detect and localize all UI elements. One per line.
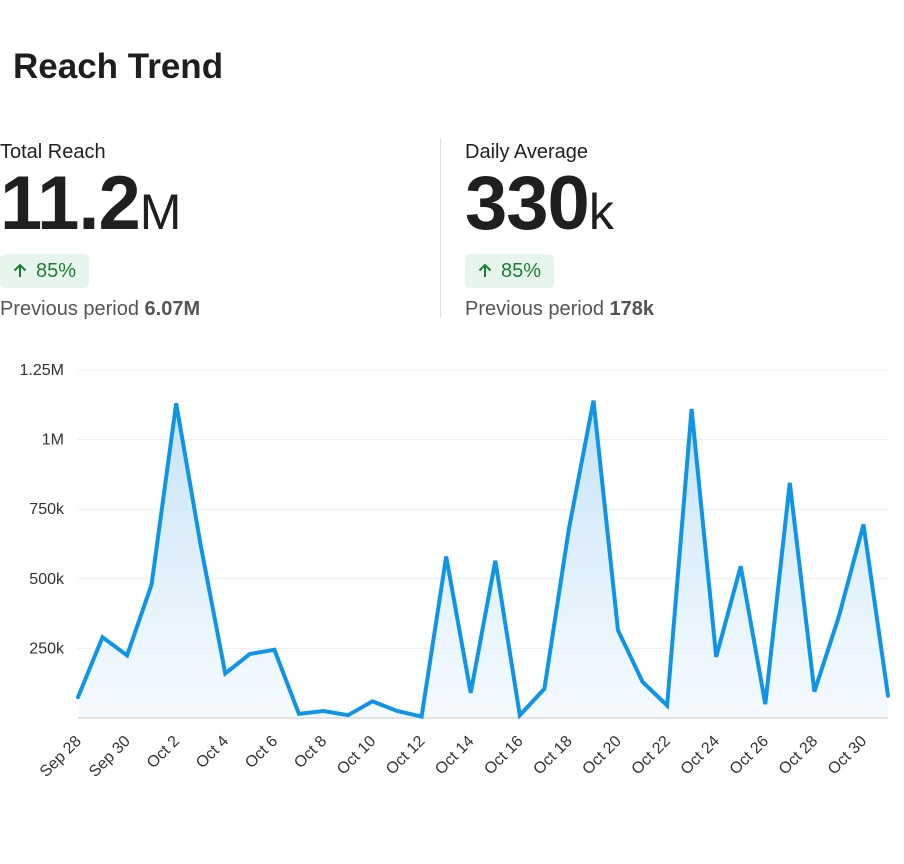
- daily-average-value: 330k: [465, 166, 654, 242]
- daily-average-unit: k: [588, 184, 614, 240]
- x-tick-label: Oct 28: [776, 733, 821, 778]
- x-tick-label: Oct 2: [144, 733, 183, 772]
- total-reach-change: 85%: [36, 259, 77, 282]
- x-tick-label: Sep 28: [37, 733, 85, 781]
- previous-period-value: 6.07M: [144, 298, 201, 320]
- x-tick-label: Oct 12: [383, 733, 428, 778]
- x-tick-label: Sep 30: [86, 733, 134, 781]
- total-reach-change-badge: 85%: [0, 254, 90, 288]
- y-tick-label: 500k: [29, 571, 65, 588]
- arrow-up-icon: [13, 263, 27, 277]
- reach-line: [76, 400, 890, 720]
- reach-trend-chart: 250k 500k 750k 1M 1.25M Sep 28 Sep 30 Oct 2 Oct…: [20, 362, 890, 781]
- x-tick-label: Oct 16: [481, 733, 526, 778]
- y-tick-label: 1.25M: [20, 362, 64, 379]
- y-tick-label: 250k: [29, 640, 65, 657]
- total-reach-metric: Total Reach 11.2M 85% Previous period 6.…: [0, 140, 200, 321]
- daily-average-metric: Daily Average 330k 85% Previous period 1…: [465, 140, 654, 321]
- x-tick-label: Oct 24: [678, 733, 723, 778]
- chart-title: Reach Trend: [13, 47, 224, 86]
- x-tick-label: Oct 10: [334, 733, 379, 778]
- total-reach-number: 11.2: [0, 161, 141, 246]
- x-tick-label: Oct 4: [193, 733, 232, 772]
- y-tick-label: 1M: [42, 432, 64, 449]
- total-reach-label: Total Reach: [0, 141, 106, 163]
- total-reach-unit: M: [139, 184, 182, 240]
- daily-average-number: 330: [465, 161, 590, 246]
- total-reach-value: 11.2M: [0, 166, 200, 242]
- x-tick-label: Oct 14: [432, 733, 477, 778]
- previous-period-label: Previous period: [0, 298, 139, 320]
- metric-divider: [440, 138, 441, 318]
- arrow-up-icon: [478, 263, 492, 277]
- total-reach-previous: Previous period 6.07M: [0, 298, 200, 321]
- x-tick-label: Oct 18: [530, 733, 575, 778]
- x-tick-label: Oct 20: [579, 733, 624, 778]
- y-tick-label: 750k: [29, 501, 65, 518]
- x-tick-label: Oct 26: [727, 733, 772, 778]
- x-tick-label: Oct 6: [242, 733, 281, 772]
- previous-period-value: 178k: [609, 298, 655, 320]
- daily-average-previous: Previous period 178k: [465, 298, 654, 321]
- x-axis: Sep 28 Sep 30 Oct 2 Oct 4 Oct 6 Oct 8 Oct 10 Oc…: [37, 733, 870, 781]
- y-axis: 250k 500k 750k 1M 1.25M: [20, 362, 65, 657]
- daily-average-change: 85%: [501, 259, 542, 282]
- x-tick-label: Oct 8: [291, 733, 330, 772]
- daily-average-change-badge: 85%: [465, 254, 555, 288]
- x-tick-label: Oct 22: [629, 733, 674, 778]
- x-tick-label: Oct 30: [825, 733, 870, 778]
- reach-area: [78, 400, 888, 718]
- daily-average-label: Daily Average: [465, 141, 589, 163]
- previous-period-label: Previous period: [465, 298, 604, 320]
